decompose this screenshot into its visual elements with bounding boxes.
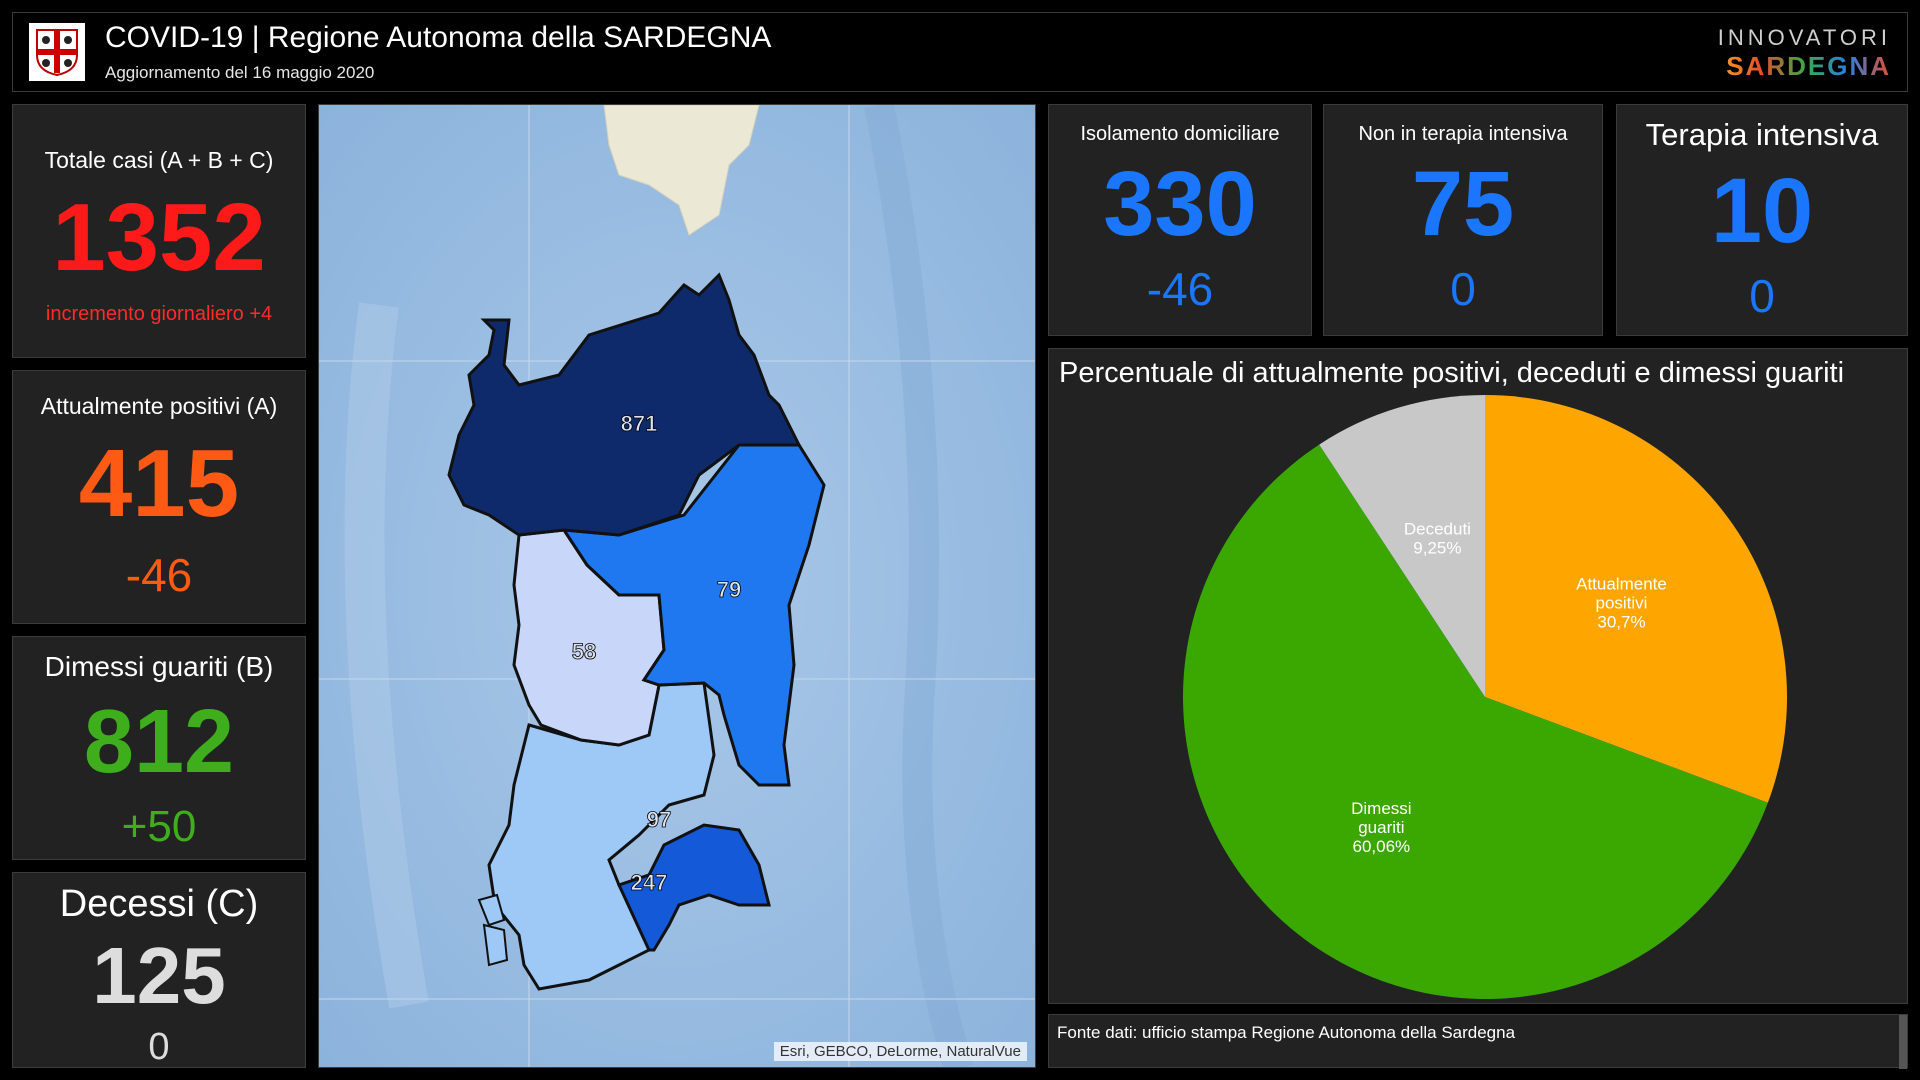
region-label-58: 58	[572, 639, 596, 664]
innovatori-sardegna-logo: INNOVATORI SARDEGNA	[1718, 25, 1891, 82]
non-intensive-delta: 0	[1450, 263, 1476, 315]
deaths-card: Decessi (C) 125 0	[12, 872, 306, 1068]
recovered-card: Dimessi guariti (B) 812 +50	[12, 636, 306, 860]
island-sw-2	[482, 923, 509, 967]
page-title: COVID-19 | Regione Autonoma della SARDEG…	[105, 21, 772, 54]
intensive-care-card: Terapia intensiva 10 0	[1616, 104, 1908, 336]
sardinia-crest-icon	[29, 23, 85, 81]
pie-chart-title: Percentuale di attualmente positivi, dec…	[1059, 357, 1845, 389]
card-label: Non in terapia intensiva	[1358, 123, 1568, 145]
region-871-shape	[447, 272, 802, 537]
brand-top-text: INNOVATORI	[1717, 25, 1891, 50]
pie-label-2: Deceduti 9,25%	[1404, 519, 1471, 557]
pie-slice-1[interactable]	[1183, 444, 1768, 999]
total-cases-card: Totale casi (A + B + C) 1352 incremento …	[12, 104, 306, 358]
sardinia-map[interactable]: 871 79 58 97 247 Esri, GEBCO, DeLorme, N…	[318, 104, 1036, 1068]
data-source-bar: Fonte dati: ufficio stampa Regione Auton…	[1048, 1014, 1908, 1069]
pie-chart: Attualmente positivi 30,7% Dimessi guariti 60…	[1183, 395, 1787, 999]
pie-chart-panel: Percentuale di attualmente positivi, dec…	[1048, 348, 1908, 1004]
pie-label-1: Dimessi guariti 60,06%	[1351, 799, 1411, 856]
region-label-247: 247	[631, 870, 668, 895]
recovered-delta: +50	[121, 802, 197, 851]
daily-increment: incremento giornaliero +4	[45, 303, 273, 325]
deaths-delta: 0	[148, 1026, 170, 1068]
non-intensive-value: 75	[1411, 153, 1515, 255]
data-source-text: Fonte dati: ufficio stampa Regione Auton…	[1057, 1023, 1516, 1042]
active-positive-value: 415	[78, 430, 240, 537]
home-isolation-value: 330	[1103, 153, 1257, 255]
deaths-value: 125	[92, 931, 226, 1020]
island-sw-1	[477, 893, 506, 927]
active-positive-delta: -46	[125, 549, 193, 601]
region-label-79: 79	[717, 577, 741, 602]
update-date: Aggiornamento del 16 maggio 2020	[105, 63, 375, 82]
card-label: Attualmente positivi (A)	[40, 393, 278, 419]
active-positive-card: Attualmente positivi (A) 415 -46	[12, 370, 306, 624]
region-label-97: 97	[647, 807, 671, 832]
map-attribution: Esri, GEBCO, DeLorme, NaturalVue	[773, 1042, 1027, 1061]
intensive-care-value: 10	[1710, 160, 1814, 262]
pie-slice-0[interactable]	[1485, 395, 1787, 803]
pie-label-0: Attualmente positivi 30,7%	[1576, 574, 1667, 631]
total-cases-value: 1352	[52, 184, 266, 291]
header: COVID-19 | Regione Autonoma della SARDEG…	[12, 12, 1908, 92]
scrollbar[interactable]	[1899, 1015, 1907, 1069]
region-label-871: 871	[621, 411, 658, 436]
card-label: Dimessi guariti (B)	[44, 651, 274, 682]
recovered-value: 812	[83, 692, 235, 792]
intensive-care-delta: 0	[1749, 270, 1775, 322]
non-intensive-card: Non in terapia intensiva 75 0	[1323, 104, 1603, 336]
card-label: Decessi (C)	[59, 883, 259, 925]
card-label: Isolamento domiciliare	[1080, 123, 1280, 145]
corsica-landmass	[603, 105, 760, 236]
home-isolation-card: Isolamento domiciliare 330 -46	[1048, 104, 1312, 336]
card-label: Terapia intensiva	[1645, 117, 1879, 152]
card-label: Totale casi (A + B + C)	[44, 147, 274, 173]
home-isolation-delta: -46	[1146, 263, 1214, 315]
brand-bottom-text: SARDEGNA	[1718, 51, 1891, 82]
region-247-shape	[616, 823, 771, 952]
pie-slice-2[interactable]	[1319, 395, 1485, 697]
